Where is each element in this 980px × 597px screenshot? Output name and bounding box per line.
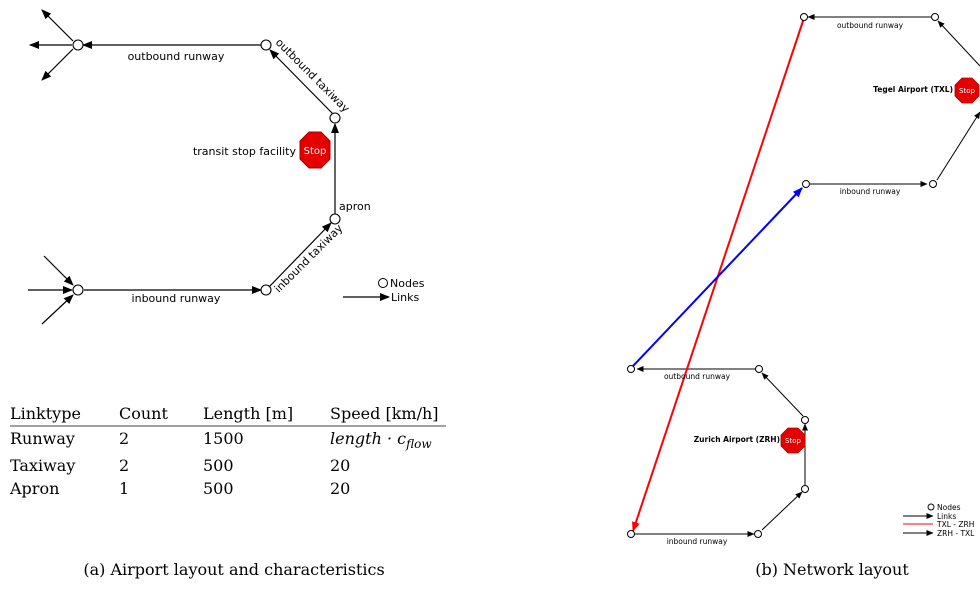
legend-b-node-icon [928, 504, 934, 510]
table-header-speed: Speed [km/h] [330, 404, 439, 423]
characteristics-table: Linktype Count Length [m] Speed [km/h] R… [9, 404, 446, 498]
node-zrh-outbound-left [628, 366, 635, 373]
table-cell-runway-type: Runway [10, 429, 75, 448]
link-inbound-taxiway [269, 223, 331, 287]
label-outbound-taxiway: outbound taxiway [273, 36, 353, 116]
table-cell-runway-count: 2 [119, 429, 129, 448]
node-zrh-inbound-left [628, 531, 635, 538]
stop-sign-txl: Stop [955, 78, 979, 103]
label-outbound-runway: outbound runway [128, 50, 225, 63]
txl-outbound-taxiway-link [938, 21, 980, 66]
node-zrh-outbound-right [756, 366, 763, 373]
node-txl-outbound-right [932, 14, 939, 21]
link-in-bottom [42, 295, 73, 324]
label-transit-stop: transit stop facility [193, 145, 297, 158]
label-inbound-runway: inbound runway [132, 292, 221, 305]
node-txl-inbound-right [930, 181, 937, 188]
table-cell-runway-length: 1500 [203, 429, 244, 448]
legend-b-nodes: Nodes [937, 503, 961, 512]
panel-b-diagram: outbound runway Tegel Airport (TXL) Stop… [628, 14, 980, 547]
link-zrh-txl [633, 188, 802, 366]
table-cell-taxiway-speed: 20 [330, 456, 350, 475]
table-cell-taxiway-type: Taxiway [10, 456, 75, 475]
table-header-linktype: Linktype [10, 404, 81, 423]
table-header-length: Length [m] [203, 404, 293, 423]
legend-b-zrh-txl: ZRH - TXL [937, 529, 975, 538]
link-out-down [42, 49, 73, 80]
table-cell-apron-length: 500 [203, 479, 234, 498]
panel-a-diagram: outbound runway outbound taxiway transit… [28, 10, 425, 324]
node-zrh-inbound-right [755, 531, 762, 538]
txl-inbound-taxiway-link [937, 112, 980, 180]
label-zrh-outbound-runway: outbound runway [664, 372, 731, 381]
legend-a: Nodes Links [343, 277, 425, 304]
node-zrh-stop-bottom [802, 486, 809, 493]
stop-sign-txl-text: Stop [959, 87, 975, 95]
zrh-inbound-taxiway-link [762, 492, 802, 530]
label-zrh-airport: Zurich Airport (ZRH) [694, 435, 780, 444]
table-cell-runway-speed-sub: flow [405, 437, 432, 451]
label-txl-inbound-runway: inbound runway [840, 187, 901, 196]
link-out-up [42, 10, 73, 41]
stop-sign-a: Stop [300, 132, 330, 168]
node-outbound-left [73, 40, 83, 50]
table-cell-taxiway-count: 2 [119, 456, 129, 475]
label-inbound-taxiway: inbound taxiway [272, 221, 346, 295]
legend-b-txl-zrh: TXL - ZRH [936, 520, 974, 529]
link-in-top [44, 256, 73, 285]
zrh-outbound-taxiway-link [762, 373, 803, 416]
label-txl-airport: Tegel Airport (TXL) [873, 85, 953, 94]
node-inbound-right [261, 285, 271, 295]
legend-a-links: Links [391, 291, 420, 304]
label-apron: apron [339, 200, 371, 213]
stop-sign-a-text: Stop [304, 146, 327, 157]
label-txl-outbound-runway: outbound runway [837, 21, 904, 30]
stop-sign-zrh: Stop [781, 428, 805, 453]
label-zrh-inbound-runway: inbound runway [667, 537, 728, 546]
node-zrh-stop-top [802, 417, 809, 424]
node-inbound-left [73, 285, 83, 295]
caption-a: (a) Airport layout and characteristics [83, 560, 384, 579]
node-stop-top [330, 113, 340, 123]
table-cell-runway-speed: length · cflow [330, 429, 432, 451]
legend-b: Nodes Links TXL - ZRH ZRH - TXL [903, 503, 975, 538]
table-cell-apron-speed: 20 [330, 479, 350, 498]
table-cell-apron-type: Apron [9, 479, 59, 498]
node-txl-outbound-left [801, 14, 808, 21]
caption-b: (b) Network layout [755, 560, 909, 579]
node-txl-inbound-left [803, 181, 810, 188]
stop-sign-zrh-text: Stop [785, 437, 801, 445]
node-outbound-right [261, 40, 271, 50]
table-cell-runway-speed-main: length · c [330, 429, 406, 448]
table-header-count: Count [119, 404, 168, 423]
legend-a-node-icon [379, 279, 388, 288]
table-cell-apron-count: 1 [119, 479, 129, 498]
table-cell-taxiway-length: 500 [203, 456, 234, 475]
legend-a-nodes: Nodes [390, 277, 425, 290]
